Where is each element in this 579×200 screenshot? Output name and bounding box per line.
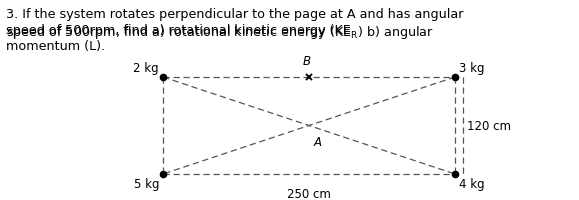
Text: $B$: $B$ [302, 55, 312, 68]
Text: 3 kg: 3 kg [459, 62, 485, 75]
Text: 4 kg: 4 kg [459, 177, 485, 190]
Text: momentum (L).: momentum (L). [6, 40, 105, 53]
Text: 2 kg: 2 kg [133, 62, 159, 75]
Text: 3. If the system rotates perpendicular to the page at A and has angular: 3. If the system rotates perpendicular t… [6, 8, 464, 21]
Text: speed of 500rpm, find a) rotational kinetic energy (KER) b) angular: speed of 500rpm, find a) rotational kine… [0, 199, 1, 200]
Text: 5 kg: 5 kg [134, 177, 159, 190]
Text: speed of 500rpm, find a) rotational kinetic energy (KE: speed of 500rpm, find a) rotational kine… [6, 24, 351, 37]
Text: 120 cm: 120 cm [467, 119, 511, 132]
Text: $A$: $A$ [313, 135, 323, 148]
Text: 250 cm: 250 cm [287, 187, 331, 200]
Text: speed of 500rpm, find a) rotational kinetic energy (KE$_\mathregular{R}$) b) ang: speed of 500rpm, find a) rotational kine… [6, 24, 434, 41]
